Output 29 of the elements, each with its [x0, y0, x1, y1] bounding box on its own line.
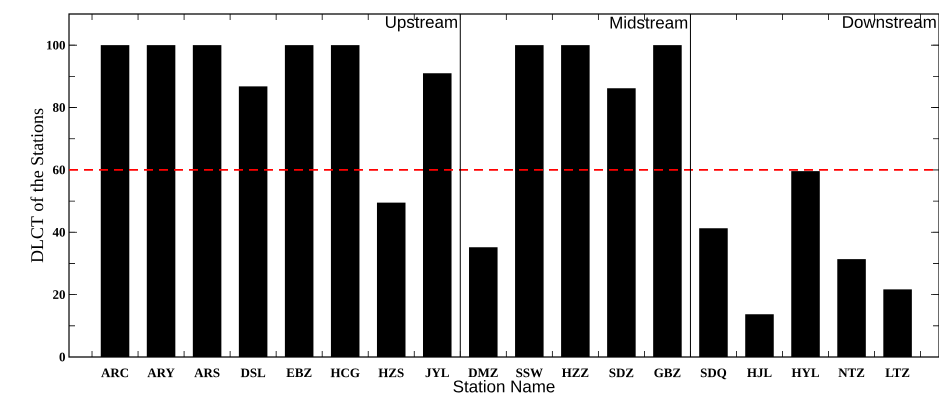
x-tick-label: DSL — [240, 368, 266, 378]
x-tick-label: HYL — [792, 368, 820, 377]
x-tick-label: SDZ — [609, 368, 634, 378]
annotation: Midstream — [610, 16, 688, 29]
y-tick-label: 80 — [52, 103, 65, 112]
x-tick-label: HZS — [378, 368, 404, 378]
x-tick-label: DMZ — [468, 368, 498, 378]
x-tick-label: HZZ — [562, 368, 588, 377]
y-tick-label: 100 — [47, 40, 65, 50]
y-tick-label: 0 — [60, 352, 65, 362]
annotation: Downstream — [843, 16, 936, 28]
x-tick-label: GBZ — [654, 368, 680, 378]
y-tick-label: 60 — [52, 166, 65, 174]
y-tick-label: 40 — [52, 228, 65, 237]
annotation: Upstream — [386, 16, 457, 32]
x-tick-label: EBZ — [286, 368, 312, 378]
x-tick-label: ARC — [101, 368, 128, 378]
y-axis-title: DLCT of the Stations — [30, 108, 44, 262]
x-tick-label: LTZ — [885, 368, 910, 377]
x-tick-label: NTZ — [838, 368, 864, 377]
x-tick-label: HJL — [747, 368, 772, 378]
x-axis-title: Station Name — [453, 380, 555, 392]
x-tick-label: HCG — [330, 368, 360, 378]
x-tick-label: JYL — [426, 368, 449, 378]
x-tick-label: SDQ — [700, 368, 726, 380]
x-tick-label: ARY — [147, 368, 175, 378]
y-tick-label: 20 — [53, 290, 65, 300]
x-tick-label: SSW — [516, 368, 543, 378]
x-tick-label: ARS — [194, 368, 220, 378]
